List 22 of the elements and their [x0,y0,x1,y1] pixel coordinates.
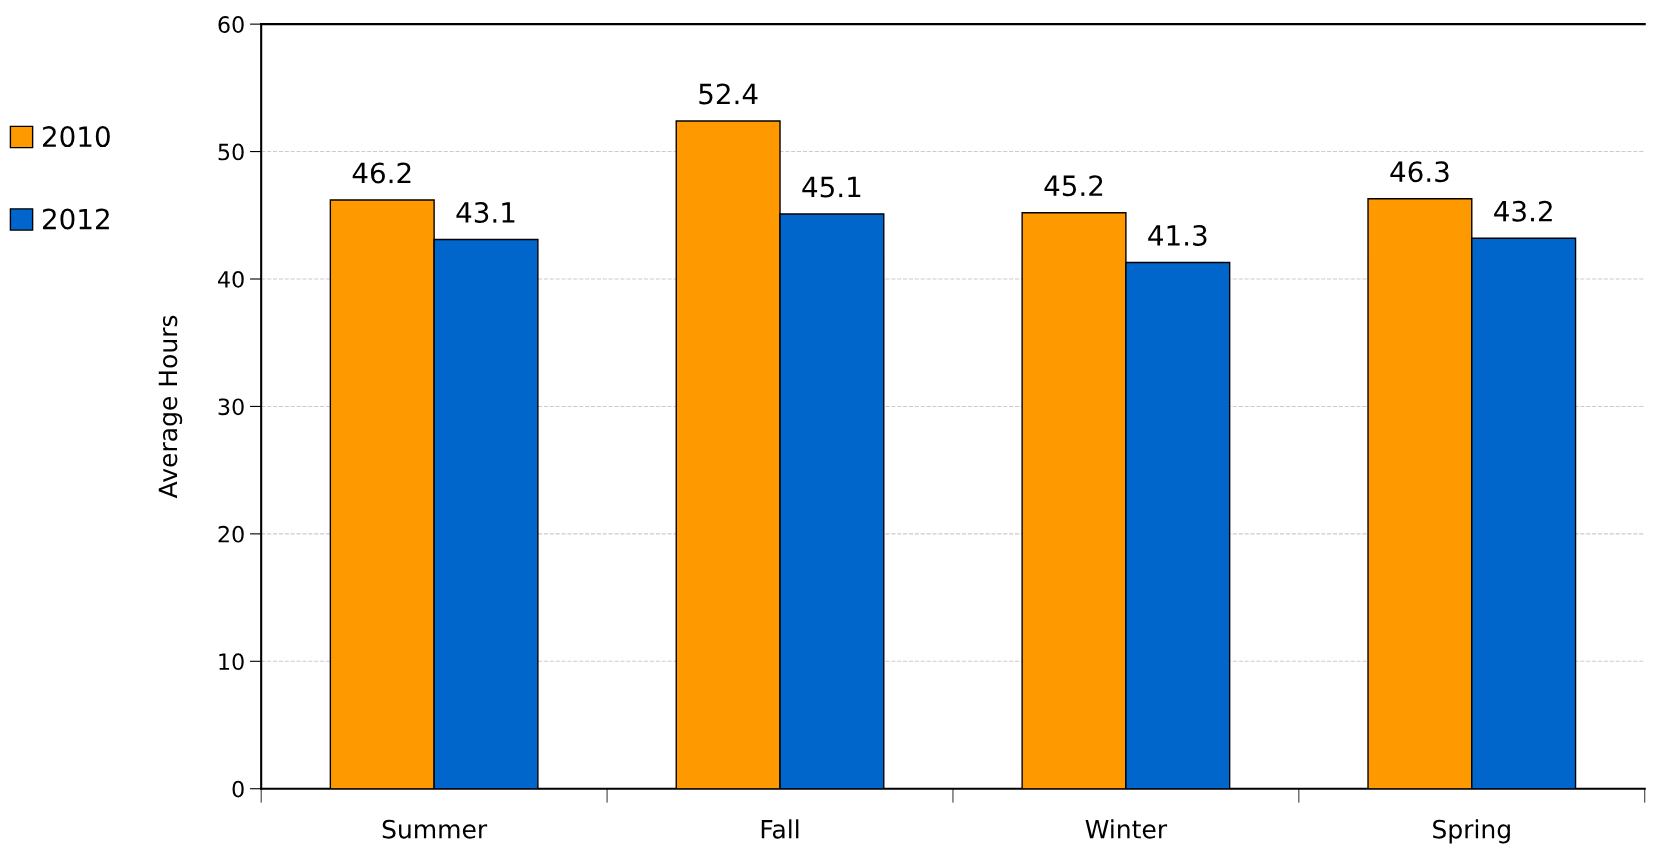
data-label: 52.4 [699,83,758,105]
data-label: 43.1 [456,201,515,223]
y-tick-label: 0 [232,780,244,798]
y-tick-label: 10 [219,653,244,671]
y-tick-label: 20 [218,525,244,543]
y-axis-title: Average Hours [158,315,183,499]
legend-label: 2010 [42,126,110,148]
x-tick-label: Fall [761,819,799,839]
x-tick-label: Spring [1433,819,1510,844]
legend-label: 2012 [42,208,109,230]
data-label: 41.3 [1148,224,1207,246]
data-label: 46.2 [352,162,411,184]
y-tick-label: 30 [218,398,244,416]
y-tick-label: 40 [218,270,244,288]
data-label: 45.1 [802,176,861,198]
x-tick-label: Winter [1085,819,1168,839]
data-label: 43.2 [1494,200,1552,222]
y-tick-label: 50 [218,143,244,161]
data-label: 46.3 [1390,161,1449,183]
data-label: 45.2 [1044,175,1103,197]
y-tick-label: 60 [218,16,244,33]
x-tick-label: Summer [382,819,488,839]
